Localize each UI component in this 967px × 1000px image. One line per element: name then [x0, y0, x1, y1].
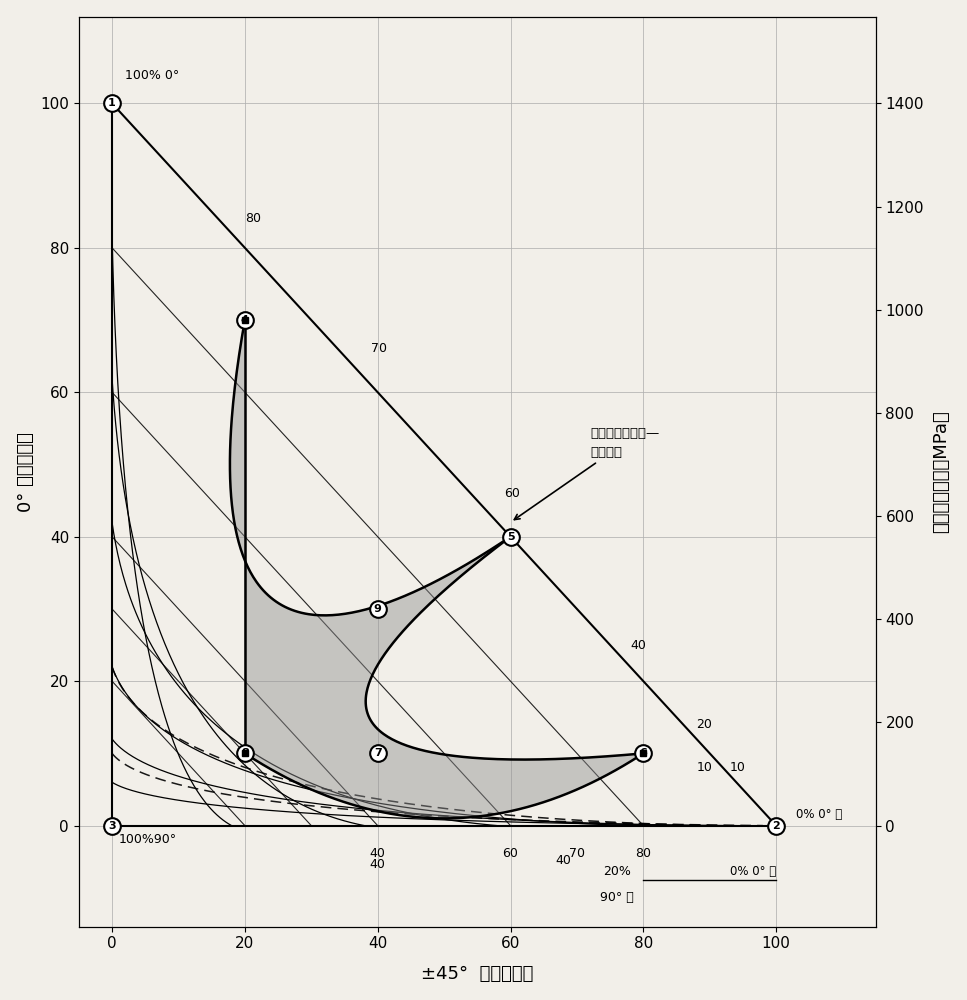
- Text: 1: 1: [108, 98, 116, 108]
- Text: 9: 9: [373, 604, 382, 614]
- Text: 40: 40: [369, 858, 386, 871]
- Text: 20%: 20%: [602, 865, 630, 878]
- Text: 80: 80: [635, 847, 652, 860]
- Text: 70: 70: [569, 847, 585, 860]
- Y-axis label: 0° 铺层百分比: 0° 铺层百分比: [16, 432, 35, 512]
- Y-axis label: 纵向拉伸模量（MPa）: 纵向拉伸模量（MPa）: [932, 410, 951, 533]
- Text: 60: 60: [503, 847, 518, 860]
- Text: 2: 2: [773, 821, 780, 831]
- Polygon shape: [230, 320, 643, 818]
- Text: 0% 0° 层: 0% 0° 层: [796, 808, 842, 821]
- Text: 用于结构的铺层—
形式范围: 用于结构的铺层— 形式范围: [514, 427, 659, 520]
- Text: 7: 7: [374, 748, 382, 758]
- Text: 5: 5: [507, 532, 514, 542]
- Text: 10: 10: [730, 761, 746, 774]
- Text: 90° 层: 90° 层: [600, 891, 633, 904]
- Text: 3: 3: [108, 821, 116, 831]
- Text: 10: 10: [696, 761, 713, 774]
- Text: 70: 70: [371, 342, 387, 355]
- Text: 6: 6: [639, 748, 647, 758]
- Text: 80: 80: [245, 212, 261, 225]
- Text: 8: 8: [241, 748, 249, 758]
- X-axis label: ±45°  铺层百分比: ±45° 铺层百分比: [421, 965, 534, 983]
- Text: 100%90°: 100%90°: [119, 833, 177, 846]
- Text: 20: 20: [696, 718, 713, 731]
- Text: 40: 40: [369, 847, 386, 860]
- Text: 4: 4: [241, 315, 249, 325]
- Text: 100% 0°: 100% 0°: [126, 69, 180, 82]
- Text: 60: 60: [504, 487, 519, 500]
- Text: 40: 40: [556, 854, 571, 867]
- Text: 0% 0° 层: 0% 0° 层: [730, 865, 777, 878]
- Text: 40: 40: [630, 639, 646, 652]
